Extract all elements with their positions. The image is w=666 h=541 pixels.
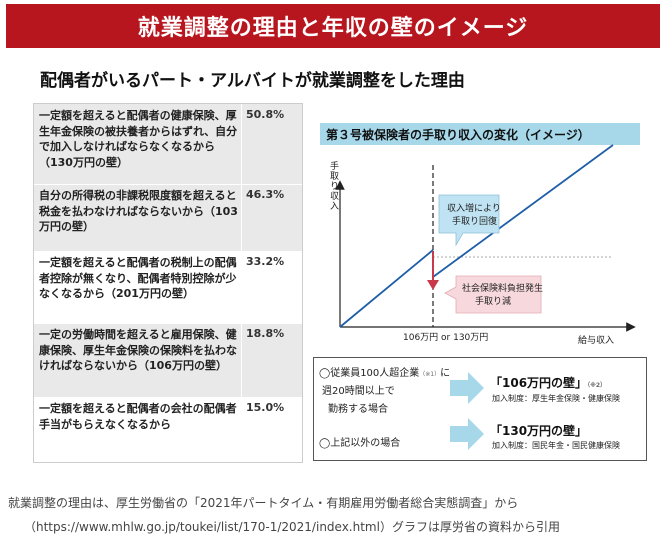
condition-1-suffix: に — [440, 368, 451, 379]
row-divider — [34, 251, 302, 252]
x-axis-label: 給与収入 — [578, 334, 614, 345]
takehome-chart: 第３号被保険者の手取り収入の変化（イメージ） 収入増により 手取り回復 社会保険… — [313, 117, 647, 345]
reason-percent: 15.0% — [246, 401, 285, 414]
condition-1-line1: ◯従業員100人超企業（※1）に — [319, 364, 450, 379]
arrow-right-icon — [450, 372, 484, 404]
callout-recovery — [438, 194, 500, 247]
y-axis-label-1: 手 — [330, 160, 339, 172]
takehome-line-after — [432, 144, 614, 278]
y-axis-label-4: 収 — [330, 190, 339, 202]
takehome-line-before — [339, 249, 434, 328]
callout-drop-text: 社会保険料負担発生 — [462, 282, 543, 294]
y-axis-label-2: 取 — [330, 171, 339, 182]
condition-1-line2: 週20時間以上で — [322, 386, 395, 397]
callout-drop-text: 手取り減 — [475, 295, 511, 307]
condition-1-line3: 勤務する場合 — [328, 404, 388, 415]
reasons-table: 一定額を超えると配偶者の健康保険、厚生年金保険の被扶養者からはずれ、自分で加入し… — [33, 103, 303, 463]
section-subtitle: 配偶者がいるパート・アルバイトが就業調整をした理由 — [40, 71, 465, 91]
table-row: 自分の所得税の非課税限度額を超えると税金を払わなければならないから（103万円の… — [34, 184, 302, 251]
reason-percent: 50.8% — [246, 108, 285, 121]
reason-text: 一定額を超えると配偶者の会社の配偶者手当がもらえなくなるから — [39, 402, 237, 431]
callout-drop — [444, 275, 542, 314]
reason-percent: 46.3% — [246, 188, 285, 201]
callout-recovery-text: 収入増により — [447, 202, 501, 214]
row-divider — [34, 184, 302, 185]
wall-106: 「106万円の壁」 — [490, 376, 588, 390]
row-divider — [34, 397, 302, 398]
condition-1-result: 「106万円の壁」（※2） — [490, 374, 606, 391]
y-axis-label-5: 入 — [330, 201, 339, 212]
reason-text: 自分の所得税の非課税限度額を超えると税金を払わなければならないから（103万円の… — [39, 189, 238, 233]
column-divider — [241, 104, 242, 462]
arrow-right-icon — [450, 418, 484, 450]
condition-arrows — [450, 372, 484, 450]
reason-text: 一定額を超えると配偶者の健康保険、厚生年金保険の被扶養者からはずれ、自分で加入し… — [39, 109, 238, 169]
condition-1-detail: 加入制度：厚生年金保険・健康保険 — [492, 394, 620, 403]
note-1: （※1） — [419, 371, 441, 378]
source-note: 就業調整の理由は、厚生労働省の「2021年パートタイム・有期雇用労働者総合実態調… — [8, 496, 519, 510]
chart-svg: 収入増により 手取り回復 社会保険料負担発生 手取り減 手 取 り 収 入 10… — [330, 144, 636, 345]
chart-title: 第３号被保険者の手取り収入の変化（イメージ） — [320, 123, 640, 145]
table-row: 一定額を超えると配偶者の健康保険、厚生年金保険の被扶養者からはずれ、自分で加入し… — [34, 104, 302, 184]
reason-percent: 33.2% — [246, 255, 285, 268]
condition-2-line: ◯上記以外の場合 — [319, 438, 401, 449]
table-row: 一定額を超えると配偶者の税制上の配偶者控除が無くなり、配偶者特別控除が少なくなる… — [34, 251, 302, 323]
reason-text: 一定の労働時間を超えると雇用保険、健康保険、厚生年金保険の保険料を払わなければな… — [39, 328, 237, 372]
condition-1-company: ◯従業員100人超企業 — [319, 368, 420, 379]
condition-2-result: 「130万円の壁」 — [490, 424, 588, 438]
row-divider — [34, 323, 302, 324]
table-row: 一定額を超えると配偶者の会社の配偶者手当がもらえなくなるから 15.0% — [34, 397, 302, 462]
x-tick-label: 106万円 or 130万円 — [403, 332, 488, 343]
y-axis-label-3: り — [330, 181, 339, 192]
condition-2-detail: 加入制度：国民年金・国民健康保険 — [492, 441, 620, 450]
reason-text: 一定額を超えると配偶者の税制上の配偶者控除が無くなり、配偶者特別控除が少なくなる… — [39, 256, 237, 300]
callout-recovery-text: 手取り回復 — [452, 215, 497, 227]
table-row: 一定の労働時間を超えると雇用保険、健康保険、厚生年金保険の保険料を払わなければな… — [34, 323, 302, 397]
note-2: （※2） — [587, 382, 607, 389]
source-url-note: （https://www.mhlw.go.jp/toukei/list/170-… — [24, 520, 560, 534]
title-banner: 就業調整の理由と年収の壁のイメージ — [6, 4, 660, 48]
page-title: 就業調整の理由と年収の壁のイメージ — [137, 16, 529, 41]
drop-arrow-head — [427, 280, 439, 290]
conditions-box: ◯従業員100人超企業（※1）に 週20時間以上で 勤務する場合 「106万円の… — [313, 357, 647, 461]
reason-percent: 18.8% — [246, 327, 285, 340]
